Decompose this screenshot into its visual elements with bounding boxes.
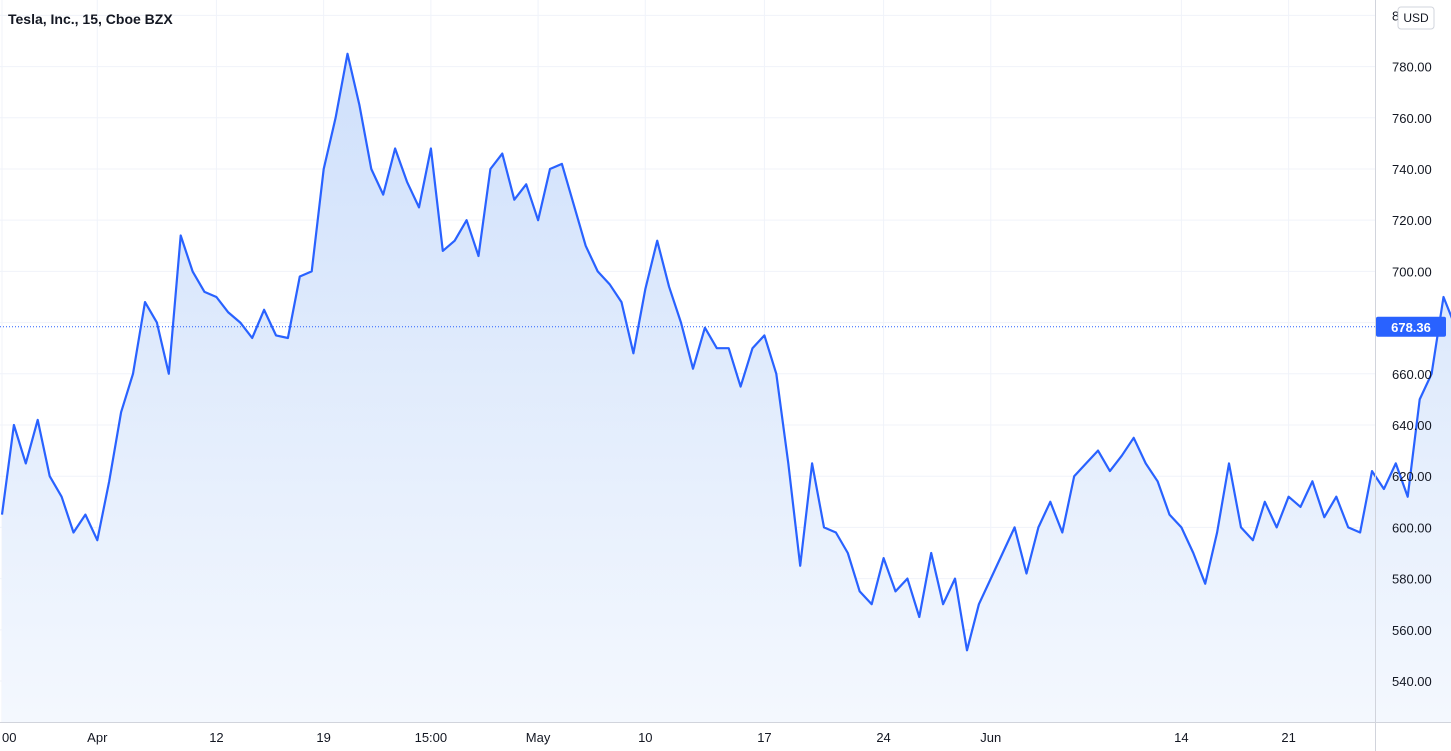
y-tick-label: 640.00 (1392, 418, 1432, 433)
x-tick-label: 17 (757, 730, 771, 745)
y-tick-label: 780.00 (1392, 60, 1432, 75)
x-tick-label: 00 (2, 730, 16, 745)
y-tick-label: 700.00 (1392, 264, 1432, 279)
x-tick-label: May (526, 730, 551, 745)
currency-label: USD (1403, 11, 1429, 25)
price-area (2, 53, 1451, 722)
x-tick-label: 15:00 (415, 730, 448, 745)
y-tick-label: 560.00 (1392, 623, 1432, 638)
x-tick-label: Apr (87, 730, 108, 745)
last-price-label: 678.36 (1391, 320, 1431, 335)
y-tick-label: 720.00 (1392, 213, 1432, 228)
currency-button[interactable]: USD (1397, 6, 1435, 30)
x-tick-label: 12 (209, 730, 223, 745)
x-tick-label: Jun (980, 730, 1001, 745)
y-tick-label: 600.00 (1392, 520, 1432, 535)
y-tick-label: 660.00 (1392, 367, 1432, 382)
time-axis[interactable]: 00 Apr 12 19 15:00 May 10 17 24 Jun 14 21 (2, 730, 1296, 745)
y-tick-label: 540.00 (1392, 674, 1432, 689)
chart-title: Tesla, Inc., 15, Cboe BZX (8, 11, 173, 27)
y-tick-label: 740.00 (1392, 162, 1432, 177)
y-tick-label: 760.00 (1392, 111, 1432, 126)
x-tick-label: 24 (876, 730, 890, 745)
x-tick-label: 10 (638, 730, 652, 745)
x-tick-label: 14 (1174, 730, 1188, 745)
y-tick-label: 620.00 (1392, 469, 1432, 484)
y-tick-label: 580.00 (1392, 572, 1432, 587)
price-line (0, 52, 1451, 652)
x-tick-label: 19 (316, 730, 330, 745)
x-tick-label: 21 (1281, 730, 1295, 745)
last-price-tag: 678.36 (1376, 316, 1446, 337)
price-axis[interactable]: 540.00 560.00 580.00 600.00 620.00 640.00 660.… (1392, 8, 1432, 689)
